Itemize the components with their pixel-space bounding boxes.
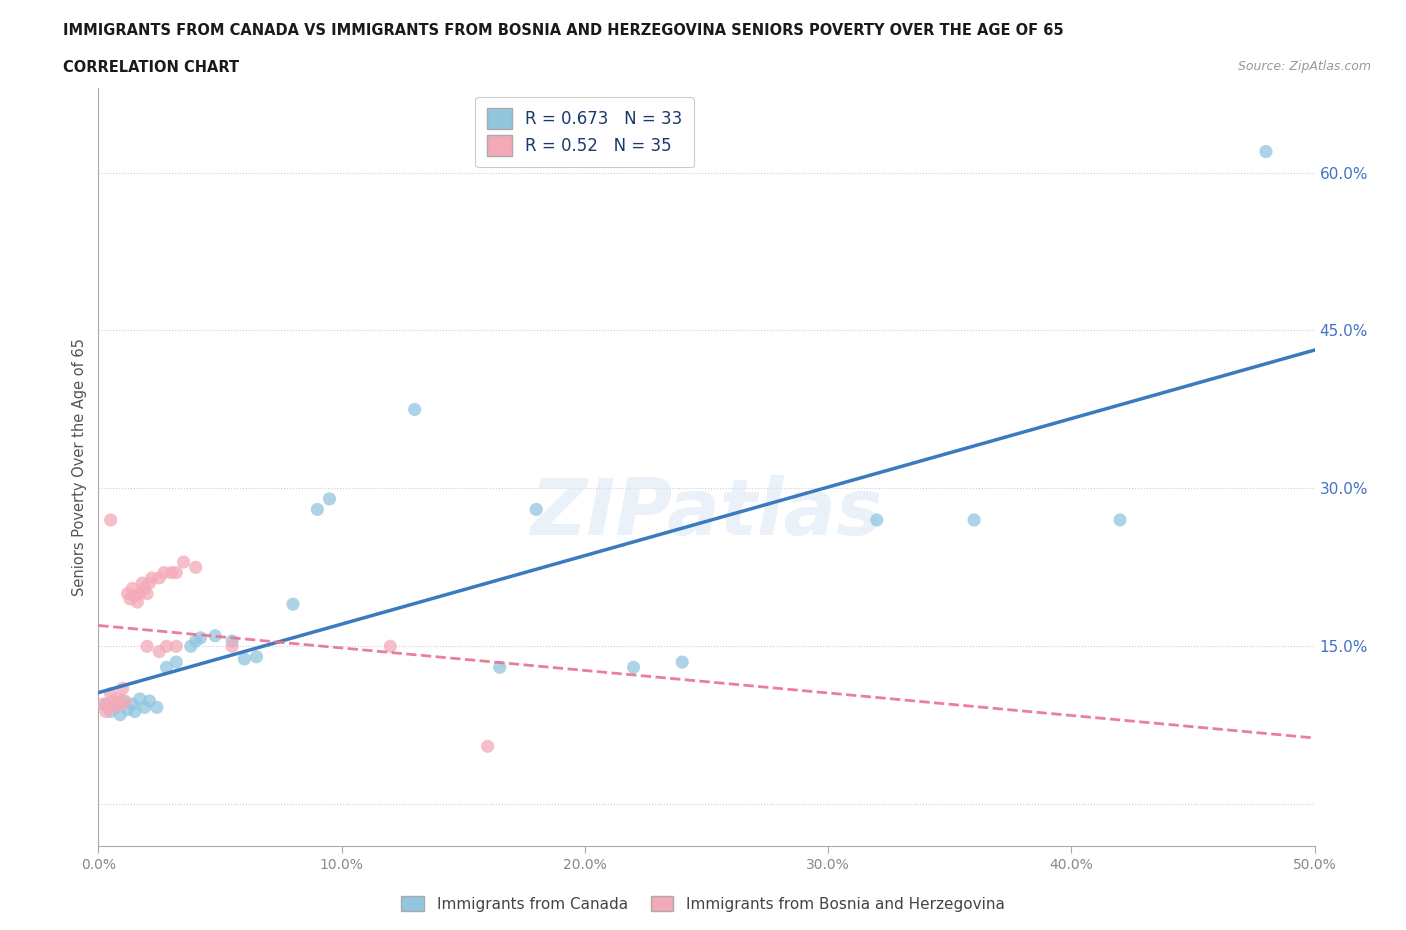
Point (281, 597, 304, 612)
Point (623, 660, 645, 675)
Legend: R = 0.673   N = 33, R = 0.52   N = 35: R = 0.673 N = 33, R = 0.52 N = 35 (475, 97, 695, 167)
Point (128, 586, 150, 601)
Point (221, 639, 243, 654)
Point (477, 738, 499, 753)
Point (118, 591, 141, 606)
Y-axis label: Seniors Poverty Over the Age of 65: Seniors Poverty Over the Age of 65 (72, 339, 87, 596)
Point (110, 697, 132, 711)
Point (128, 692, 150, 707)
Point (121, 581, 143, 596)
Point (204, 629, 226, 644)
Text: CORRELATION CHART: CORRELATION CHART (63, 60, 239, 75)
Point (180, 639, 202, 654)
Point (380, 639, 402, 654)
Point (101, 694, 124, 709)
Point (97, 700, 120, 715)
Point (107, 692, 129, 707)
Point (114, 694, 136, 709)
Point (184, 633, 207, 648)
Point (100, 512, 122, 527)
Point (404, 402, 426, 417)
Point (160, 565, 183, 580)
Point (318, 491, 340, 506)
Text: Source: ZipAtlas.com: Source: ZipAtlas.com (1237, 60, 1371, 73)
Point (148, 570, 170, 585)
Point (104, 700, 127, 715)
Point (138, 694, 160, 709)
Point (165, 565, 187, 580)
Point (488, 660, 510, 675)
Point (173, 554, 195, 569)
Point (111, 694, 134, 709)
Point (155, 639, 177, 654)
Point (121, 697, 143, 711)
Point (124, 704, 146, 719)
Point (155, 660, 177, 675)
Point (117, 586, 139, 601)
Point (131, 576, 153, 591)
Text: ZIPatlas: ZIPatlas (530, 475, 883, 551)
Point (136, 639, 159, 654)
Point (104, 700, 127, 715)
Point (146, 700, 169, 715)
Point (110, 708, 132, 723)
Point (307, 502, 329, 517)
Point (117, 702, 139, 717)
Point (111, 681, 134, 696)
Point (233, 652, 256, 667)
Point (153, 565, 176, 580)
Point (184, 560, 207, 575)
Point (94, 697, 117, 711)
Point (165, 639, 187, 654)
Point (221, 633, 243, 648)
Point (141, 570, 163, 585)
Point (190, 631, 212, 645)
Point (138, 576, 160, 591)
Point (100, 686, 122, 701)
Point (91, 697, 114, 711)
Point (134, 581, 156, 596)
Point (963, 512, 986, 527)
Point (124, 589, 146, 604)
Point (127, 594, 149, 609)
Point (524, 502, 547, 517)
Point (148, 644, 170, 659)
Point (1109, 512, 1132, 527)
Point (165, 655, 187, 670)
Point (136, 586, 159, 601)
Legend: Immigrants from Canada, Immigrants from Bosnia and Herzegovina: Immigrants from Canada, Immigrants from … (395, 889, 1011, 918)
Point (245, 649, 267, 664)
Point (1254, 144, 1277, 159)
Point (134, 700, 156, 715)
Point (671, 655, 693, 670)
Point (94, 704, 117, 719)
Point (866, 512, 889, 527)
Text: IMMIGRANTS FROM CANADA VS IMMIGRANTS FROM BOSNIA AND HERZEGOVINA SENIORS POVERTY: IMMIGRANTS FROM CANADA VS IMMIGRANTS FRO… (63, 23, 1064, 38)
Point (100, 704, 122, 719)
